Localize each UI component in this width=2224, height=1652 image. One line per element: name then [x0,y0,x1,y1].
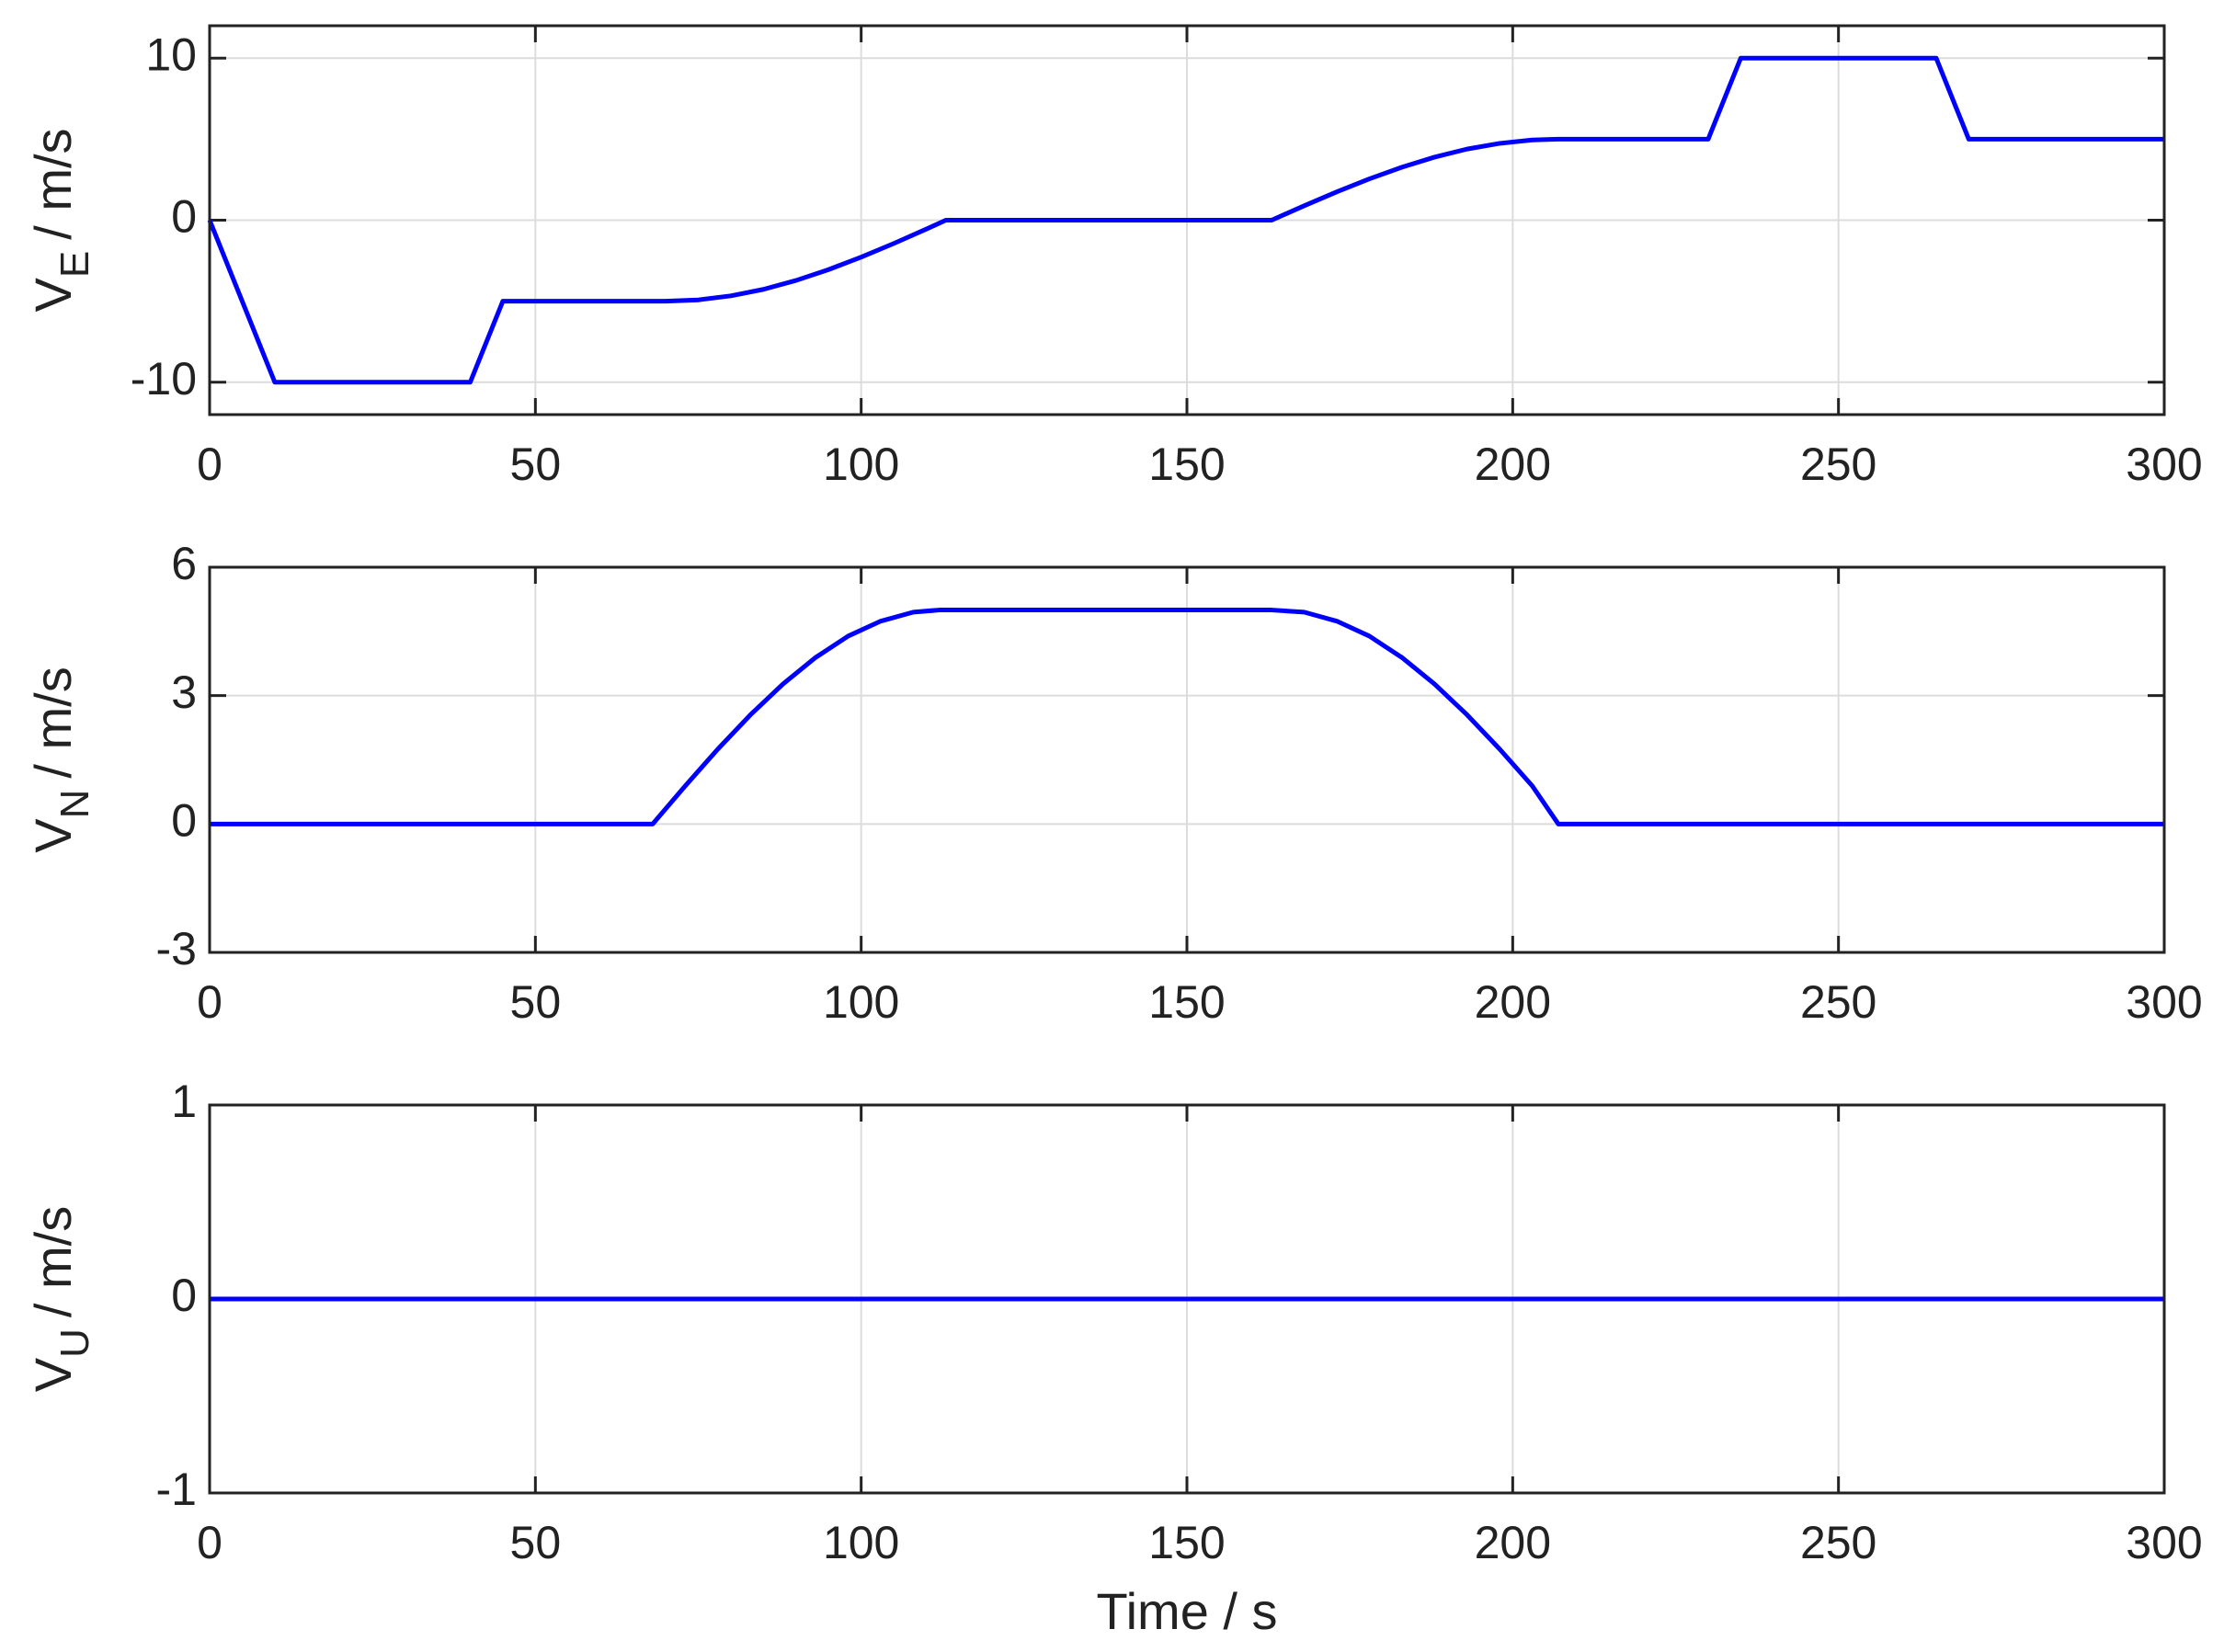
x-tick-label: 300 [2126,976,2202,1028]
x-tick-label: 0 [197,1517,222,1568]
x-tick-label: 50 [510,976,562,1028]
x-tick-label: 150 [1148,439,1225,490]
y-label-suffix: / m/s [24,1206,82,1317]
axes-box [208,1103,2166,1495]
y-label-symbol: V [24,1357,82,1392]
y-label-suffix: / m/s [24,128,82,239]
x-tick-label: 100 [823,976,899,1028]
data-line [210,608,2164,826]
x-tick-label: 50 [510,439,562,490]
x-tick-label: 200 [1475,439,1551,490]
y-axis-label: VN / m/s [24,666,97,852]
y-tick-label: 0 [171,1270,197,1321]
y-tick-label: -3 [156,923,197,974]
y-tick-label: 1 [171,1076,197,1127]
y-label-subscript: U [52,1328,97,1358]
x-tick-label: 50 [510,1517,562,1568]
x-tick-label: 300 [2126,1517,2202,1568]
y-label-subscript: E [52,251,97,278]
y-tick-label: 10 [145,28,197,80]
y-tick-label: 0 [171,191,197,243]
x-tick-label: 200 [1475,976,1551,1028]
x-tick-label: 250 [1800,1517,1876,1568]
y-axis-label: VE / m/s [24,128,97,312]
y-tick-label: -1 [156,1464,197,1515]
y-label-suffix: / m/s [24,666,82,778]
x-tick-label: 150 [1148,1517,1225,1568]
x-tick-label: 250 [1800,439,1876,490]
y-label-subscript: N [52,790,97,819]
y-tick-label: 0 [171,795,197,847]
x-tick-label: 0 [197,976,222,1028]
y-tick-label: 3 [171,666,197,718]
x-tick-label: 200 [1475,1517,1551,1568]
x-tick-label: 300 [2126,439,2202,490]
y-label-symbol: V [24,278,82,313]
x-tick-label: 0 [197,439,222,490]
x-tick-label: 100 [823,439,899,490]
axes-box [208,24,2166,416]
y-tick-label: -10 [131,353,197,404]
axes-box [208,565,2166,954]
x-tick-label: 250 [1800,976,1876,1028]
x-tick-label: 100 [823,1517,899,1568]
y-axis-label: VU / m/s [24,1206,97,1392]
x-tick-label: 150 [1148,976,1225,1028]
data-line [207,55,2164,385]
x-axis-label: Time / s [1096,1582,1277,1640]
y-label-symbol: V [24,818,82,853]
y-tick-label: 6 [171,538,197,589]
